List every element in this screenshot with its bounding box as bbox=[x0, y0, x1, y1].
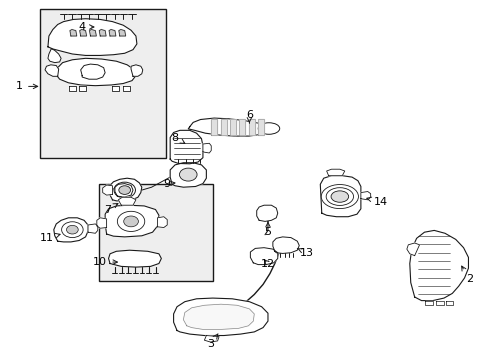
Text: 2: 2 bbox=[461, 266, 472, 284]
Polygon shape bbox=[115, 184, 133, 197]
Text: 5: 5 bbox=[264, 222, 271, 237]
Polygon shape bbox=[256, 205, 277, 221]
Polygon shape bbox=[81, 64, 105, 79]
Polygon shape bbox=[248, 119, 254, 135]
Polygon shape bbox=[229, 119, 235, 135]
Polygon shape bbox=[435, 301, 443, 305]
Polygon shape bbox=[183, 304, 254, 329]
Polygon shape bbox=[48, 19, 137, 55]
Ellipse shape bbox=[321, 185, 358, 208]
Polygon shape bbox=[131, 65, 142, 76]
Ellipse shape bbox=[123, 216, 138, 227]
Polygon shape bbox=[48, 49, 61, 63]
Polygon shape bbox=[258, 119, 264, 135]
Polygon shape bbox=[425, 301, 432, 305]
Polygon shape bbox=[88, 224, 98, 233]
Polygon shape bbox=[102, 185, 112, 195]
Text: 14: 14 bbox=[366, 197, 386, 207]
Ellipse shape bbox=[330, 191, 348, 202]
Bar bbox=[99, 184, 212, 281]
Polygon shape bbox=[108, 250, 161, 267]
Polygon shape bbox=[211, 119, 217, 135]
Polygon shape bbox=[108, 178, 142, 201]
Text: 3: 3 bbox=[206, 334, 218, 349]
Polygon shape bbox=[360, 192, 370, 200]
Text: 8: 8 bbox=[171, 132, 184, 143]
Text: 7: 7 bbox=[104, 203, 118, 215]
Polygon shape bbox=[188, 118, 267, 136]
Polygon shape bbox=[70, 30, 77, 36]
Polygon shape bbox=[99, 30, 106, 36]
Ellipse shape bbox=[325, 188, 353, 206]
Polygon shape bbox=[69, 86, 76, 91]
Polygon shape bbox=[204, 336, 219, 342]
Polygon shape bbox=[157, 217, 167, 228]
Text: 1: 1 bbox=[16, 81, 38, 91]
Polygon shape bbox=[54, 218, 88, 242]
Polygon shape bbox=[80, 30, 86, 36]
Polygon shape bbox=[250, 248, 277, 265]
Text: 9: 9 bbox=[163, 179, 175, 189]
Polygon shape bbox=[170, 163, 206, 187]
Text: 13: 13 bbox=[297, 248, 313, 258]
Polygon shape bbox=[79, 86, 86, 91]
Polygon shape bbox=[326, 169, 344, 176]
Text: 6: 6 bbox=[245, 110, 252, 123]
Ellipse shape bbox=[179, 168, 197, 181]
Ellipse shape bbox=[61, 222, 83, 238]
Polygon shape bbox=[118, 197, 136, 205]
Polygon shape bbox=[239, 119, 245, 135]
Polygon shape bbox=[203, 143, 211, 153]
Ellipse shape bbox=[117, 211, 144, 231]
Text: 4: 4 bbox=[79, 22, 94, 32]
Polygon shape bbox=[220, 119, 226, 135]
Ellipse shape bbox=[66, 225, 78, 234]
Polygon shape bbox=[119, 30, 125, 36]
Polygon shape bbox=[173, 298, 267, 336]
Polygon shape bbox=[445, 301, 452, 305]
Polygon shape bbox=[320, 176, 360, 217]
Polygon shape bbox=[89, 30, 96, 36]
Polygon shape bbox=[109, 30, 116, 36]
Polygon shape bbox=[409, 230, 468, 301]
Polygon shape bbox=[97, 218, 106, 228]
Ellipse shape bbox=[258, 123, 279, 134]
Bar bbox=[40, 9, 166, 158]
Ellipse shape bbox=[119, 186, 130, 194]
Polygon shape bbox=[105, 205, 159, 237]
Polygon shape bbox=[112, 86, 119, 91]
Polygon shape bbox=[56, 58, 136, 86]
Polygon shape bbox=[406, 243, 419, 256]
Ellipse shape bbox=[114, 182, 135, 198]
Polygon shape bbox=[272, 237, 299, 253]
Text: 10: 10 bbox=[93, 257, 117, 267]
Text: 11: 11 bbox=[40, 233, 60, 243]
Polygon shape bbox=[170, 130, 203, 164]
Polygon shape bbox=[123, 86, 130, 91]
Text: 12: 12 bbox=[261, 258, 274, 269]
Polygon shape bbox=[45, 65, 59, 76]
